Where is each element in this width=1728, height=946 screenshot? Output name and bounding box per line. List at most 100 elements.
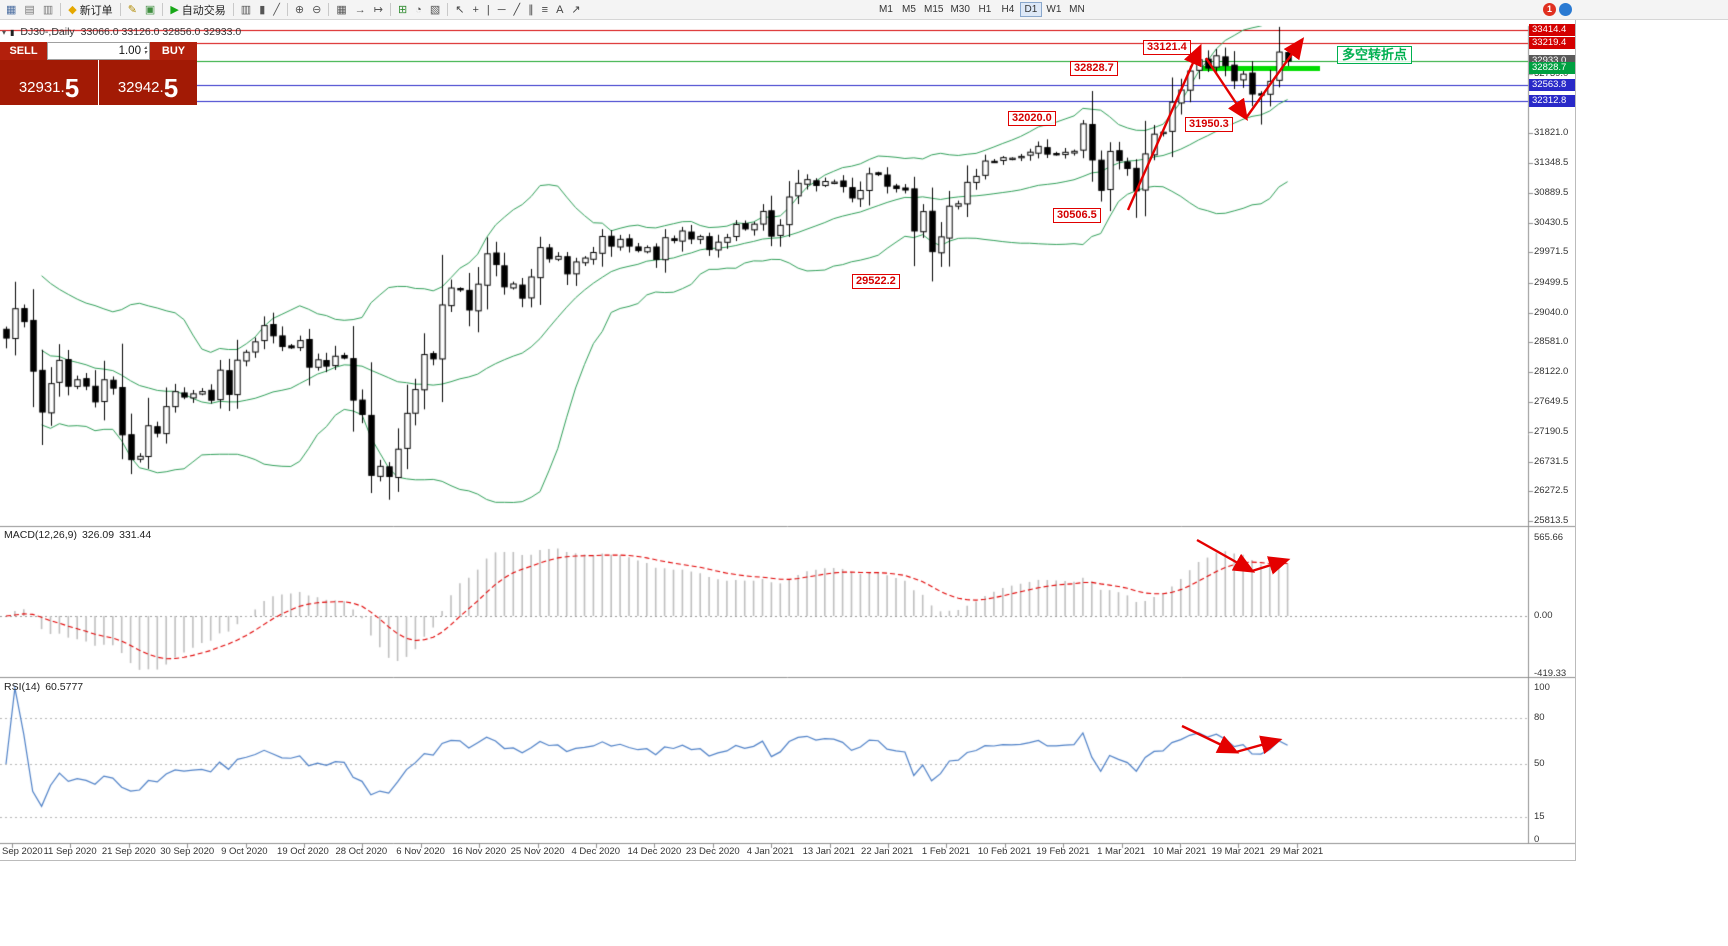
timeframe-w1-button[interactable]: W1 [1046,4,1062,15]
vertical-line-tool-icon: | [486,3,490,16]
buy-button[interactable]: BUY [150,42,197,60]
rsi-indicator-label: RSI(14) 60.5777 [4,681,83,693]
macd-indicator-label: MACD(12,26,9) 326.09 331.44 [4,529,151,541]
arrows-tool-icon[interactable]: ↗ [567,2,584,18]
timeframe-h1-button[interactable]: H1 [978,4,992,15]
fibonacci-tool-icon: ≡ [541,3,549,16]
horizontal-line-tool-icon: ─ [497,3,506,16]
zoom-out-icon: ⊖ [312,3,322,16]
history-center-icon[interactable]: ▣ [141,2,159,18]
turning-point-annotation[interactable]: 多空转折点 [1337,46,1413,64]
metaeditor-icon[interactable]: ✎ [124,2,141,18]
volume-up-icon[interactable]: ▴ [143,45,147,51]
one-click-expander[interactable]: ▾ [2,28,7,37]
volume-down-icon[interactable]: ▾ [143,50,147,56]
timeframe-h4-button[interactable]: H4 [1001,4,1015,15]
timeframe-m15-button[interactable]: M15 [924,4,944,15]
auto-scroll-icon[interactable]: → [351,2,370,18]
chart-profiles-icon[interactable]: ▤ [20,2,38,18]
auto-trading-icon: ▶ [170,3,179,16]
toolbar-items: ▦ ▤ ▥ ◆ 新订单 ✎ ▣ ▶ 自动交易 ▥ ▮ ╱ ⊕ ⊖ ▦ → ↦ ⊞ ◔ ▧ ↖ + | ─ ╱ ∥ ≡ A ↗ [0,0,585,19]
crosshair-tool-icon: + [472,3,479,16]
trade-panel-price-row: 32931. 5 32942. 5 [0,60,197,105]
zoom-out-icon[interactable]: ⊖ [308,2,325,18]
timeframe-m30-button[interactable]: M30 [950,4,970,15]
new-order-button[interactable]: ◆ 新订单 [64,2,116,18]
candlestick-mode-icon: ▮ [259,3,266,16]
indicators-icon: ⊞ [397,3,408,16]
channel-tool-icon[interactable]: ∥ [524,2,538,18]
new-order-label: 新订单 [79,4,113,17]
timeframe-m5-button[interactable]: M5 [902,4,916,15]
toolbar-separator [286,3,288,16]
toolbar-separator [447,3,449,16]
price-chart-canvas[interactable] [0,20,1575,860]
macd-name: MACD(12,26,9) [4,529,77,541]
toolbar-separator [162,3,164,16]
text-tool-icon[interactable]: A [552,2,567,18]
cursor-tool-icon[interactable]: ↖ [451,2,468,18]
trendline-tool-icon[interactable]: ╱ [510,2,525,18]
sell-price-main: 32931. [18,79,65,96]
macd-value-main: 326.09 [81,529,115,541]
ohlc-values: 33066.0 33126.0 32856.0 32933.0 [80,26,242,38]
buy-price-big-digit: 5 [163,73,179,103]
macd-value-signal: 331.44 [119,529,152,541]
buy-price-main: 32942. [117,79,164,96]
rsi-value: 60.5777 [45,681,84,693]
symbol-period-label: DJ30-,Daily [20,26,75,38]
vertical-line-tool-icon[interactable]: | [483,2,494,18]
timeframe-d1-button[interactable]: D1 [1019,2,1042,17]
messages-icon[interactable] [1559,3,1572,16]
zoom-in-icon[interactable]: ⊕ [291,2,308,18]
bar-chart-mode-icon[interactable]: ▥ [237,2,255,18]
crosshair-tool-icon[interactable]: + [468,2,482,18]
history-center-icon: ▣ [144,3,156,16]
text-tool-icon: A [556,3,564,16]
new-order-icon: ◆ [68,3,77,16]
tile-windows-icon[interactable]: ▦ [332,2,350,18]
volume-stepper[interactable]: ▴ ▾ [143,45,147,56]
templates-icon[interactable]: ▧ [426,2,444,18]
zoom-in-icon: ⊕ [294,3,305,16]
fibonacci-tool-icon[interactable]: ≡ [538,2,552,18]
periods-icon[interactable]: ◔ [411,2,426,18]
bar-chart-mode-icon: ▥ [240,3,252,16]
toolbar-separator [389,3,391,16]
metaeditor-icon: ✎ [127,3,137,16]
chart-window: 32739.0 31821.0 31348.5 30889.5 30430.5 29971… [0,20,1576,861]
notification-badge[interactable]: 1 [1543,3,1556,16]
chart-shift-icon: ↦ [373,3,383,16]
chart-profiles-icon: ▤ [24,3,35,16]
one-click-trading-panel: SELL 1.00 ▴ ▾ BUY 32931. 5 32942. 5 [0,42,197,105]
horizontal-line-tool-icon[interactable]: ─ [494,2,510,18]
new-chart-icon[interactable]: ▦ [2,2,20,18]
buy-price[interactable]: 32942. 5 [99,60,197,105]
channel-tool-icon: ∥ [528,3,534,16]
chart-shift-icon[interactable]: ↦ [370,2,387,18]
trendline-tool-icon: ╱ [513,3,521,16]
toolbar-separator [328,3,330,16]
indicators-icon[interactable]: ⊞ [394,2,411,18]
market-watch-icon[interactable]: ▥ [39,2,57,18]
candlestick-mode-icon[interactable]: ▮ [255,2,269,18]
toolbar-separator [232,3,234,16]
timeframe-m1-button[interactable]: M1 [879,4,893,15]
sell-button[interactable]: SELL [0,42,47,60]
candlestick-icon: ▮ [10,27,15,37]
volume-value[interactable]: 1.00 [118,45,141,57]
auto-trading-button[interactable]: ▶ 自动交易 [166,2,229,18]
toolbar-separator [119,3,121,16]
line-chart-mode-icon[interactable]: ╱ [269,2,284,18]
tile-windows-icon: ▦ [336,3,347,16]
auto-scroll-icon: → [354,3,366,16]
auto-trading-label: 自动交易 [181,4,226,17]
toolbar: ▦ ▤ ▥ ◆ 新订单 ✎ ▣ ▶ 自动交易 ▥ ▮ ╱ ⊕ ⊖ ▦ → ↦ ⊞ ◔ ▧ ↖ + | ─ ╱ ∥ ≡ A ↗ M1 M5 M… [0,0,1728,20]
timeframe-mn-button[interactable]: MN [1069,4,1085,15]
sell-price[interactable]: 32931. 5 [0,60,98,105]
cursor-tool-icon: ↖ [455,3,465,16]
trade-panel-header-row: SELL 1.00 ▴ ▾ BUY [0,42,197,60]
volume-field[interactable]: 1.00 ▴ ▾ [47,42,150,60]
market-watch-icon: ▥ [42,3,54,16]
